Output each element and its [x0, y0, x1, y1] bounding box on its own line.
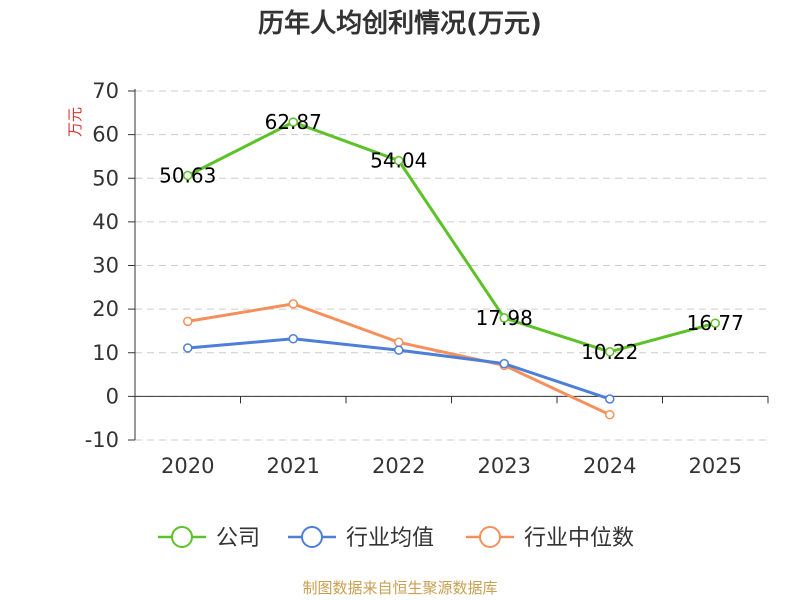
- data-point[interactable]: [394, 345, 404, 355]
- y-tick-label: 20: [92, 297, 119, 321]
- data-point[interactable]: [605, 409, 615, 420]
- y-tick-label: 40: [92, 210, 119, 234]
- data-point[interactable]: [499, 358, 509, 369]
- data-point[interactable]: [710, 318, 720, 328]
- data-label: 10.22: [581, 340, 638, 364]
- grid-lines: [135, 90, 768, 441]
- data-point[interactable]: [394, 337, 404, 348]
- y-tick-label: 60: [92, 123, 119, 147]
- data-point[interactable]: [605, 347, 615, 357]
- series-layer: [183, 117, 720, 420]
- legend-item[interactable]: 行业中位数: [466, 526, 634, 551]
- legend-marker: [301, 526, 323, 548]
- legend-marker: [479, 526, 501, 548]
- data-point[interactable]: [183, 316, 193, 327]
- series-行业均值: [183, 334, 615, 404]
- data-point[interactable]: [288, 117, 298, 127]
- legend-item[interactable]: 行业均值: [288, 526, 434, 551]
- y-tick-label: 30: [92, 254, 119, 278]
- data-point[interactable]: [394, 155, 404, 166]
- x-tick-label: 2022: [372, 454, 425, 478]
- x-tick-label: 2025: [689, 454, 742, 478]
- y-tick-label: 0: [106, 384, 119, 408]
- data-point[interactable]: [288, 299, 298, 309]
- y-tick-label: 10: [92, 341, 119, 365]
- data-point[interactable]: [183, 170, 193, 181]
- data-point[interactable]: [183, 343, 193, 353]
- data-label: 50.63: [159, 164, 216, 188]
- legend-marker: [171, 526, 193, 548]
- data-label: 16.77: [687, 311, 744, 335]
- series-line: [187, 302, 611, 417]
- x-tick-label: 2020: [161, 454, 214, 478]
- series-行业中位数: [183, 299, 615, 420]
- data-label: 17.98: [476, 306, 533, 330]
- x-tick-label: 2024: [583, 454, 636, 478]
- series-line: [187, 120, 716, 354]
- series-公司: [183, 117, 720, 357]
- y-tick-label: -10: [85, 428, 119, 452]
- x-tick-label: 2021: [267, 454, 320, 478]
- data-label: 54.04: [370, 149, 427, 173]
- y-tick-label: 70: [92, 79, 119, 103]
- data-point[interactable]: [499, 313, 509, 323]
- data-label: 62.87: [265, 110, 322, 134]
- legend-label: 公司: [216, 526, 260, 551]
- y-tick-label: 50: [92, 166, 119, 190]
- x-tick-label: 2023: [478, 454, 531, 478]
- legend-item[interactable]: 公司: [158, 526, 260, 551]
- y-axis-label: 万元: [66, 107, 84, 137]
- chart-title: 历年人均创利情况(万元): [258, 8, 542, 39]
- legend: 公司 行业均值 行业中位数: [158, 526, 634, 551]
- legend-label: 行业中位数: [524, 526, 634, 551]
- data-labels: 50.63 62.87 54.04 17.98 10.22 16.77: [159, 110, 744, 364]
- legend-label: 行业均值: [346, 526, 434, 551]
- axes: -10 0 10 20 30 40 50 60 70 2020 2021 2022 2023 2024 20…: [85, 79, 769, 478]
- data-point[interactable]: [605, 394, 615, 404]
- data-point[interactable]: [288, 334, 298, 344]
- source-note: 制图数据来自恒生聚源数据库: [302, 579, 497, 597]
